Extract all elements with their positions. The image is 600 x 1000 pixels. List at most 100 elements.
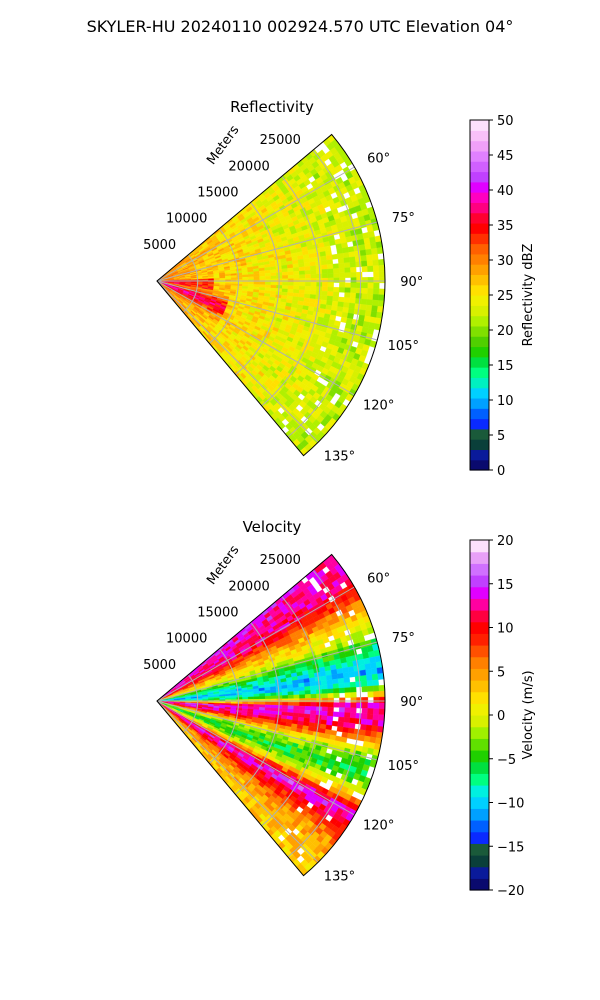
- data-cell: [344, 712, 351, 719]
- data-field: [156, 554, 386, 876]
- data-cell: [355, 287, 363, 294]
- data-cell: [354, 670, 361, 677]
- data-cell: [339, 697, 346, 703]
- data-cell: [373, 282, 380, 289]
- data-cell: [293, 687, 300, 692]
- colorbar-swatch: [470, 621, 489, 634]
- data-cell: [344, 687, 351, 693]
- data-cell: [265, 275, 272, 280]
- data-cell: [270, 701, 277, 706]
- data-cell: [366, 293, 374, 301]
- data-cell: [354, 250, 361, 257]
- data-cell: [362, 697, 369, 703]
- data-cell: [360, 298, 368, 306]
- data-cell: [338, 711, 345, 718]
- data-cell: [236, 701, 243, 705]
- colorbar-swatch: [470, 171, 489, 183]
- data-cell: [355, 293, 362, 300]
- data-cell: [361, 288, 368, 295]
- data-cell: [287, 691, 294, 696]
- data-cell: [367, 691, 374, 698]
- data-cell: [333, 688, 340, 694]
- data-cell: [363, 237, 371, 245]
- data-cell: [366, 254, 373, 261]
- colorbar-swatch: [470, 315, 489, 327]
- data-cell: [303, 682, 311, 687]
- data-cell: [326, 679, 334, 685]
- data-cell: [333, 702, 340, 708]
- data-cell: [287, 278, 294, 283]
- colorbar-swatch: [470, 563, 489, 576]
- data-cell: [361, 266, 368, 273]
- data-cell: [299, 705, 306, 711]
- data-cell: [372, 714, 380, 721]
- data-cell: [350, 272, 357, 278]
- data-cell: [337, 301, 345, 308]
- data-cell: [259, 693, 266, 697]
- data-cell: [372, 294, 380, 301]
- data-cell: [361, 713, 368, 720]
- data-cell: [259, 281, 266, 285]
- data-cell: [338, 682, 345, 689]
- data-cell: [230, 281, 237, 284]
- data-cell: [281, 268, 288, 273]
- data-cell: [225, 697, 232, 700]
- colorbar-swatch: [470, 726, 489, 739]
- data-cell: [373, 691, 380, 698]
- colorbar-swatch: [470, 150, 489, 162]
- data-cell: [355, 718, 362, 725]
- data-cell: [247, 704, 254, 708]
- data-cell: [293, 267, 300, 272]
- data-cell: [371, 247, 378, 255]
- colorbar-swatch: [470, 418, 489, 430]
- data-cell: [352, 733, 360, 741]
- range-tick-label: 15000: [197, 605, 238, 620]
- data-cell: [310, 282, 317, 287]
- data-cell: [310, 689, 317, 695]
- colorbar-tick-label: −20: [497, 884, 524, 899]
- data-cell: [253, 693, 260, 697]
- colorbar-swatch: [470, 439, 489, 451]
- data-cell: [344, 262, 351, 269]
- data-cell: [370, 310, 378, 318]
- data-cell: [364, 243, 372, 250]
- azimuth-tick-label: 105°: [388, 339, 419, 354]
- data-cell: [338, 267, 346, 274]
- data-cell: [326, 715, 334, 722]
- data-cell: [350, 692, 357, 698]
- colorbar-swatch: [470, 691, 489, 704]
- data-cell: [336, 726, 344, 733]
- colorbar-tick-label: 15: [497, 359, 514, 374]
- colorbar-swatch: [470, 346, 489, 358]
- data-cell: [361, 686, 368, 693]
- data-cell: [359, 309, 366, 316]
- data-cell: [360, 675, 368, 682]
- data-cell: [293, 285, 300, 290]
- colorbar-swatch: [470, 233, 489, 245]
- data-cell: [293, 289, 300, 294]
- data-cell: [365, 668, 373, 676]
- data-cell: [326, 295, 334, 302]
- data-cell: [372, 685, 380, 692]
- data-cell: [379, 702, 386, 710]
- data-cell: [310, 278, 317, 283]
- data-cell: [356, 277, 363, 283]
- colorbar-swatch: [470, 680, 489, 693]
- data-cell: [338, 687, 346, 694]
- colorbar-swatch: [470, 633, 489, 646]
- data-cell: [327, 268, 334, 274]
- data-cell: [299, 702, 306, 707]
- data-cell: [344, 292, 351, 299]
- data-cell: [370, 242, 378, 250]
- data-cell: [370, 662, 378, 670]
- data-cell: [213, 278, 220, 281]
- data-cell: [259, 696, 266, 700]
- data-cell: [304, 706, 311, 711]
- data-cell: [293, 705, 300, 710]
- data-cell: [378, 708, 386, 716]
- data-cell: [208, 698, 215, 701]
- data-cell: [347, 666, 355, 673]
- data-cell: [282, 701, 289, 706]
- colorbar-swatch: [470, 831, 489, 844]
- data-cell: [305, 698, 312, 703]
